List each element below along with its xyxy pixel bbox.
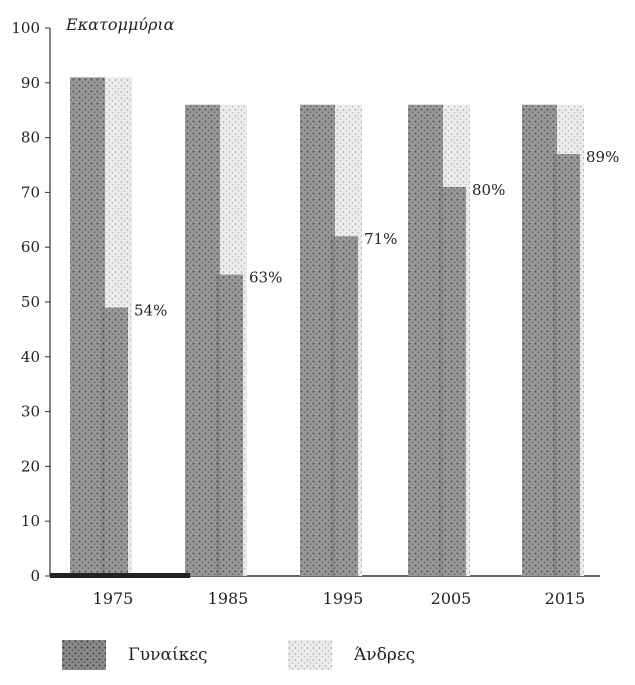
percentage-label: 71% (364, 230, 397, 248)
bar-women (101, 307, 128, 576)
legend: Γυναίκες Άνδρες (50, 640, 610, 680)
x-tick-label: 1985 (208, 589, 249, 608)
legend-swatch-men (288, 640, 332, 670)
bar-women (439, 186, 466, 577)
y-tick-label: 100 (11, 19, 40, 37)
y-tick-label: 90 (21, 74, 40, 92)
y-tick-label: 50 (21, 293, 40, 311)
bar-women (553, 154, 580, 577)
y-tick-label: 10 (21, 512, 40, 530)
legend-label-men: Άνδρες (354, 645, 416, 665)
legend-item-men: Άνδρες (288, 640, 415, 670)
y-tick-label: 70 (21, 183, 40, 201)
bar-women (408, 104, 443, 576)
y-tick-label: 0 (30, 567, 40, 585)
plot-area: 0 10 20 30 40 50 60 70 80 90 100 54% 1975 63% 1985 71% 1… (11, 19, 619, 608)
legend-item-women: Γυναίκες (62, 640, 208, 670)
bar-women (300, 104, 335, 576)
bar-women (70, 77, 105, 576)
x-tick-label: 2005 (431, 589, 472, 608)
x-tick-label: 1975 (93, 589, 134, 608)
bar-women (185, 104, 220, 576)
percentage-label: 63% (249, 269, 282, 287)
percentage-label: 89% (586, 148, 619, 166)
bar-women (331, 236, 358, 577)
bar-women (522, 104, 557, 576)
percentage-label: 80% (472, 181, 505, 199)
y-tick-label: 30 (21, 403, 40, 421)
y-tick-label: 60 (21, 238, 40, 256)
bar-women (216, 274, 243, 576)
y-tick-label: 80 (21, 129, 40, 147)
percentage-label: 54% (134, 301, 167, 319)
legend-label-women: Γυναίκες (128, 645, 208, 665)
y-axis-title: Εκατομμύρια (65, 15, 175, 34)
legend-swatch-women (62, 640, 106, 670)
y-tick-label: 20 (21, 457, 40, 475)
x-tick-label: 2015 (545, 589, 586, 608)
y-tick-label: 40 (21, 348, 40, 366)
x-tick-label: 1995 (323, 589, 364, 608)
baseline-strip (50, 573, 190, 578)
